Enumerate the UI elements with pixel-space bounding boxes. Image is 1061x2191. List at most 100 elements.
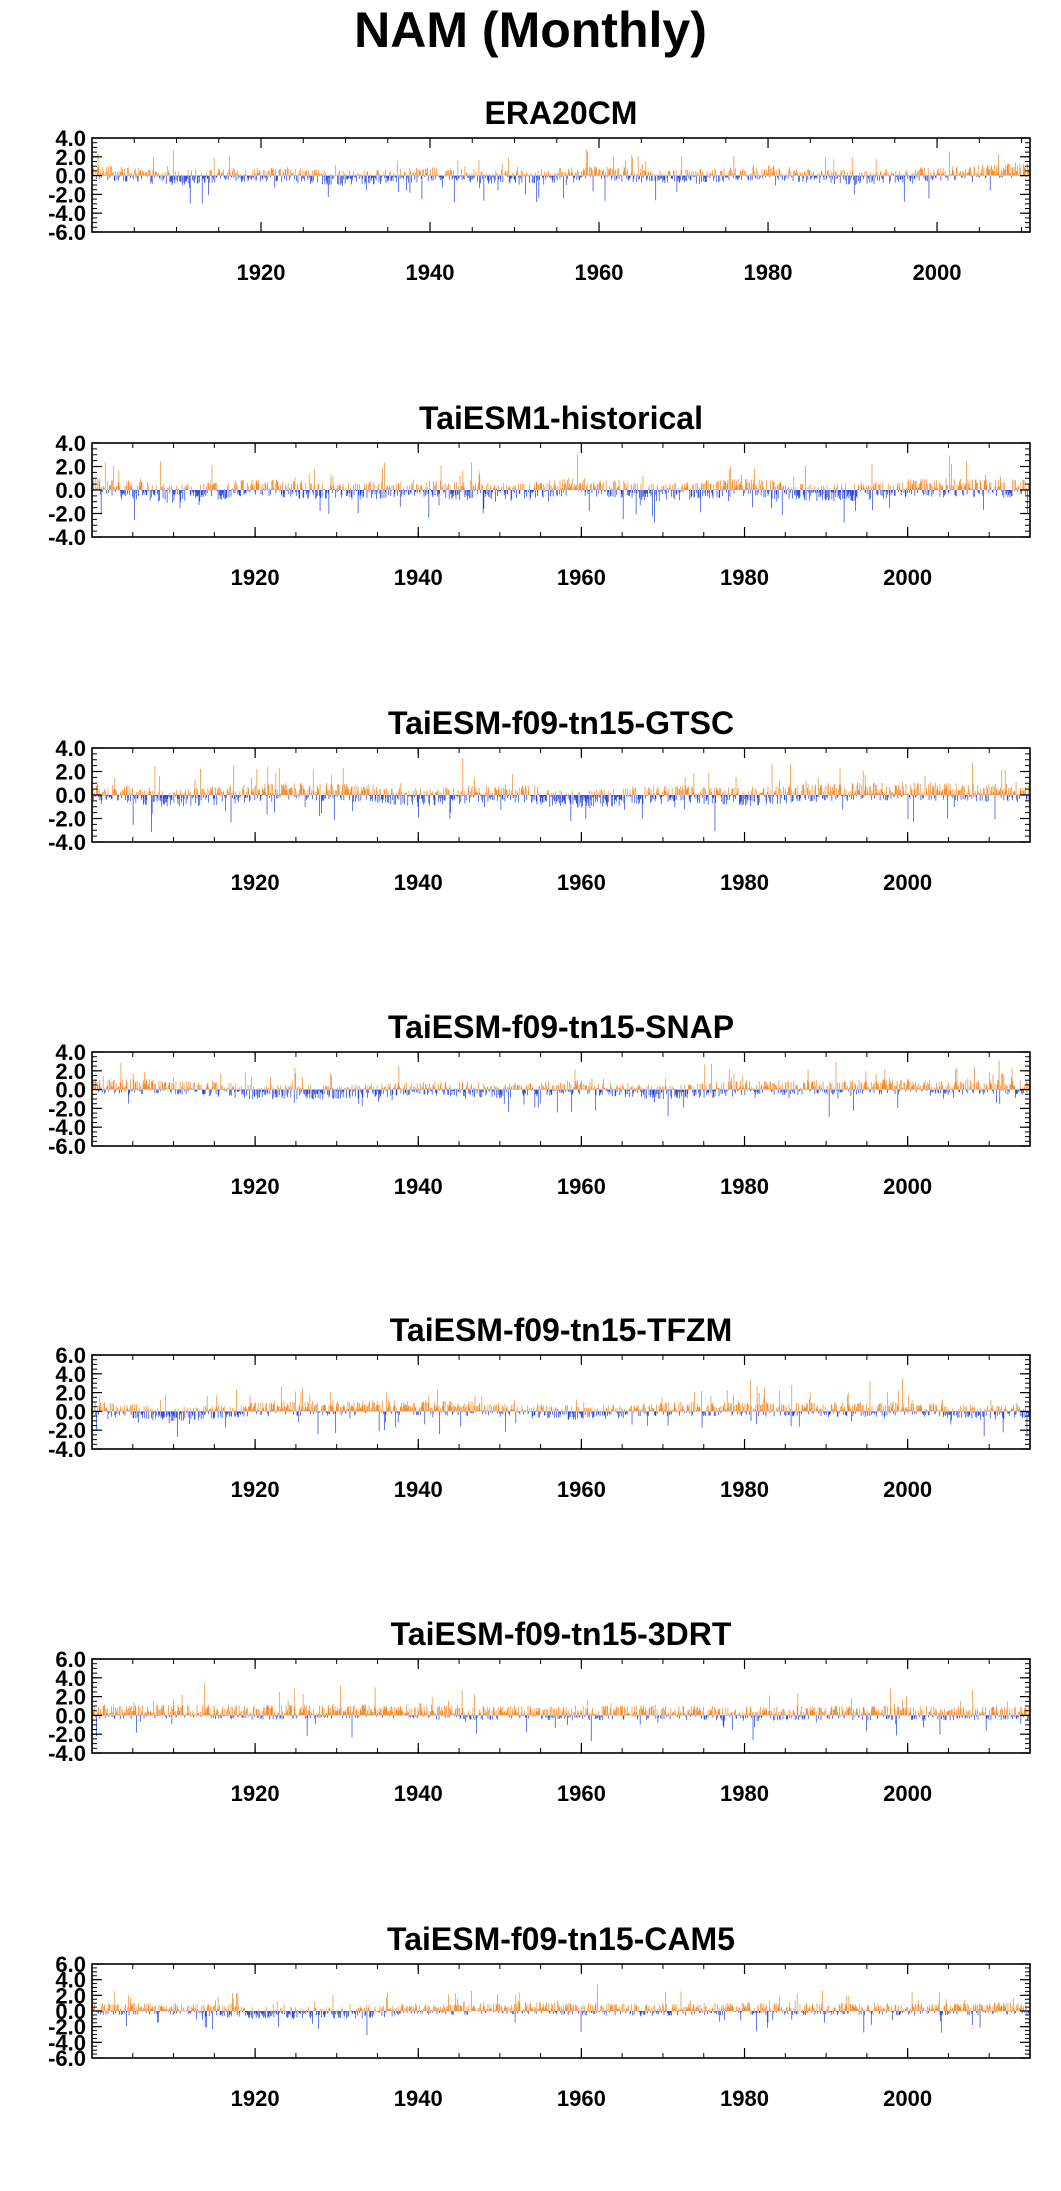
bar <box>899 792 901 795</box>
bar <box>384 490 386 493</box>
bar <box>807 490 808 491</box>
bar <box>616 487 618 490</box>
bar <box>782 174 784 176</box>
bar <box>141 1084 143 1090</box>
bar <box>130 789 132 795</box>
bar <box>957 175 959 177</box>
bar <box>937 788 939 795</box>
bar <box>508 175 510 182</box>
bar <box>331 774 332 795</box>
bar <box>688 490 690 491</box>
bar <box>226 175 228 179</box>
bar <box>331 485 332 490</box>
bar <box>363 175 364 176</box>
bar <box>349 792 351 795</box>
bar <box>1006 783 1007 795</box>
bar <box>395 490 396 491</box>
bar <box>328 795 330 800</box>
bar <box>563 175 564 199</box>
bar <box>1019 490 1021 494</box>
bar <box>344 175 346 184</box>
bar <box>815 489 817 490</box>
bar <box>959 172 961 176</box>
bar <box>911 172 913 176</box>
bar <box>102 173 104 176</box>
bar <box>729 795 731 797</box>
bar <box>850 490 852 500</box>
bar <box>852 783 854 795</box>
bar <box>976 482 977 490</box>
bar <box>1006 490 1007 495</box>
bar <box>502 490 504 491</box>
bar <box>382 795 383 804</box>
bar <box>593 795 595 797</box>
bar <box>413 1086 415 1090</box>
bar <box>134 1082 136 1090</box>
bar <box>452 490 453 498</box>
bar <box>120 1062 122 1090</box>
bar <box>854 490 856 501</box>
bar <box>460 490 462 493</box>
bar <box>118 171 120 176</box>
bar <box>117 1089 118 1091</box>
bar <box>616 175 618 178</box>
bar <box>851 782 853 795</box>
bar <box>486 490 488 495</box>
bar <box>707 175 709 178</box>
bar <box>189 791 191 795</box>
bar <box>679 788 680 795</box>
bar <box>830 490 832 493</box>
bar <box>1017 490 1018 492</box>
bar <box>969 795 971 798</box>
bar <box>310 792 312 795</box>
bar <box>470 490 472 499</box>
bar <box>826 485 828 490</box>
bar <box>115 792 117 795</box>
bar <box>580 482 581 490</box>
bar <box>308 795 309 798</box>
bar <box>205 175 207 178</box>
bar <box>892 792 894 795</box>
bar <box>244 1089 245 1098</box>
bar <box>152 790 154 795</box>
bar <box>119 792 121 795</box>
bar <box>516 490 517 498</box>
bar <box>260 490 262 495</box>
bar <box>187 170 189 176</box>
bar <box>402 490 404 495</box>
bar <box>104 789 105 795</box>
bar <box>118 795 120 797</box>
bar <box>393 485 394 490</box>
bar <box>959 791 961 795</box>
bar <box>177 1089 179 1091</box>
bar <box>928 795 930 801</box>
bar <box>142 795 144 805</box>
bar <box>623 166 625 176</box>
bar <box>227 172 228 176</box>
bar <box>889 175 890 184</box>
bar <box>299 483 301 490</box>
bar <box>781 175 783 177</box>
bar <box>209 1089 211 1091</box>
bar <box>554 791 556 795</box>
bar <box>457 1088 458 1090</box>
bar <box>626 175 628 179</box>
bar <box>671 175 673 179</box>
bar <box>788 169 790 176</box>
bar <box>178 1089 180 1095</box>
bar <box>694 490 695 497</box>
bar <box>928 490 930 493</box>
bar <box>457 160 459 176</box>
bar <box>115 170 116 176</box>
bar <box>504 172 506 176</box>
bar <box>744 170 745 176</box>
bar <box>271 795 273 802</box>
bar <box>680 175 681 181</box>
bar <box>883 173 885 176</box>
bar <box>1000 175 1002 178</box>
bar <box>995 783 997 795</box>
bar <box>132 1073 134 1090</box>
bar <box>551 175 553 181</box>
bar <box>440 480 441 490</box>
bar <box>539 795 540 797</box>
